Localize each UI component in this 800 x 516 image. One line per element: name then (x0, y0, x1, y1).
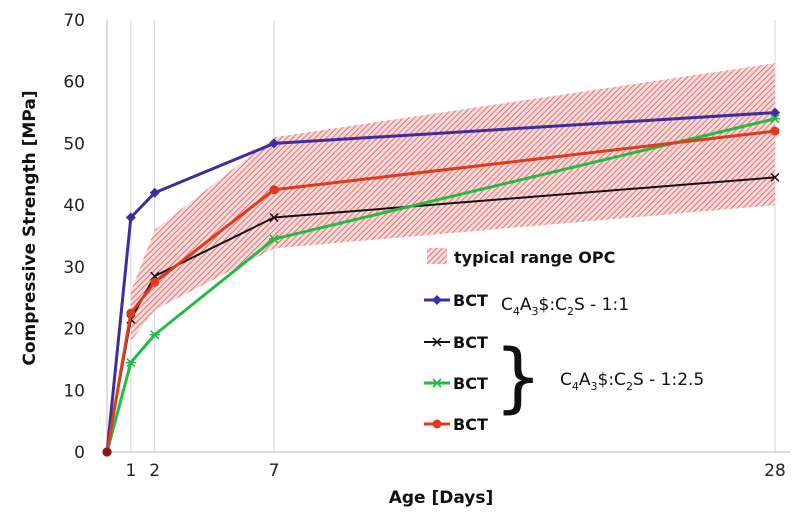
y-axis-title: Compressive Strength [MPa] (20, 90, 40, 365)
data-point (269, 138, 279, 149)
y-tick-label: 30 (63, 258, 85, 278)
legend-item-series-3: BCT (424, 374, 488, 393)
y-tick-label: 70 (63, 11, 85, 31)
data-point (126, 308, 136, 318)
legend-label-opc-range: typical range OPC (454, 248, 615, 267)
data-point (150, 277, 160, 287)
y-tick-label: 50 (63, 134, 85, 154)
series-4 (102, 126, 780, 457)
formula-subscript: 2 (567, 305, 574, 318)
legend-swatch-hatch (427, 248, 447, 264)
y-tick-label: 60 (63, 73, 85, 93)
data-point (770, 114, 780, 124)
y-tick-label: 10 (63, 381, 85, 401)
formula-subscript: 4 (513, 305, 520, 318)
opc-range-band (130, 63, 775, 341)
x-tick-label: 28 (764, 461, 786, 481)
y-tick-label: 0 (74, 443, 85, 463)
formula-ratio-1-2-5: C4A3$:C2S - 1:2.5 (560, 370, 704, 393)
formula-text: A (579, 370, 591, 390)
data-point (432, 378, 442, 388)
legend-item-series-2: BCT (424, 333, 488, 352)
formula-ratio-1-1: C4A3$:C2S - 1:1 (501, 295, 629, 318)
data-point (432, 419, 442, 429)
data-point (770, 172, 780, 182)
data-point (125, 212, 136, 223)
formula-text: S - 1:1 (574, 295, 629, 315)
legend-label: BCT (453, 374, 488, 393)
formula-text: S - 1:2.5 (633, 370, 704, 390)
legend-brace: } (494, 332, 542, 421)
data-point (770, 107, 780, 118)
formula-text: $:C (598, 370, 626, 390)
y-tick-label: 40 (63, 196, 85, 216)
data-point (269, 234, 279, 244)
formula-subscript: 2 (626, 380, 633, 393)
data-point (149, 187, 160, 198)
legend-item-series-1: BCT (424, 291, 488, 310)
formula-text: $:C (539, 295, 567, 315)
legend-label: BCT (453, 291, 488, 310)
data-point (432, 295, 442, 305)
band-area (130, 63, 775, 341)
x-axis-title: Age [Days] (389, 488, 494, 508)
series-group (102, 107, 780, 457)
legend-item-series-4: BCT (424, 415, 488, 434)
data-point (125, 357, 136, 368)
legend-item-opc-range: typical range OPC (427, 248, 615, 267)
formula-text: A (520, 295, 532, 315)
x-tick-label: 1 (125, 461, 136, 481)
formula-subscript: 3 (591, 380, 598, 393)
legend-label: BCT (453, 415, 488, 434)
x-tick-label: 7 (269, 461, 280, 481)
formula-subscript: 3 (532, 305, 539, 318)
data-point (149, 330, 160, 340)
formula-text: C (560, 370, 572, 390)
legend-label: BCT (453, 333, 488, 352)
data-point (269, 185, 279, 195)
data-point (770, 126, 780, 136)
data-point (269, 212, 279, 223)
x-tick-label: 2 (149, 461, 160, 481)
y-tick-label: 20 (63, 320, 85, 340)
data-point (102, 447, 112, 457)
data-point (432, 337, 442, 347)
formula-text: C (501, 295, 513, 315)
formula-subscript: 4 (572, 380, 579, 393)
